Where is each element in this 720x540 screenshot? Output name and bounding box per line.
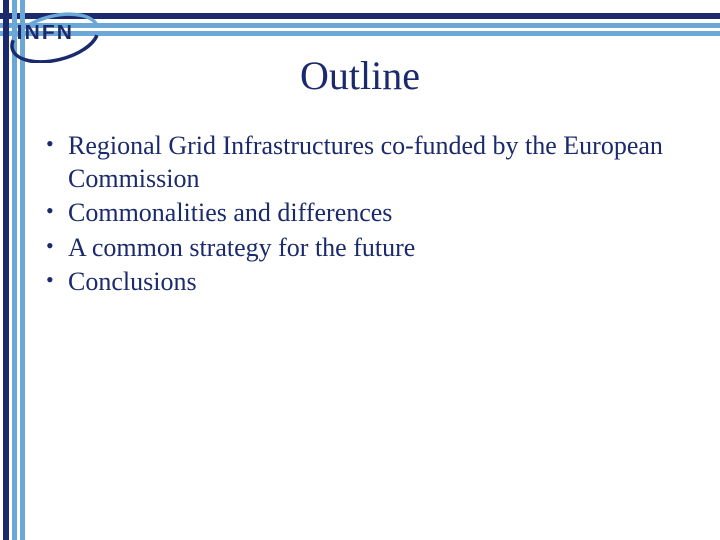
header-bar — [0, 23, 720, 28]
list-item: Conclusions — [40, 266, 690, 299]
list-item: Commonalities and differences — [40, 197, 690, 230]
header-bars — [0, 13, 720, 43]
list-item: A common strategy for the future — [40, 232, 690, 265]
header-bar — [0, 31, 720, 36]
header-bar — [0, 13, 720, 19]
logo-text: INFN — [17, 22, 74, 45]
bullet-list: Regional Grid Infrastructures co-funded … — [40, 130, 690, 301]
page-title: Outline — [0, 52, 720, 99]
list-item: Regional Grid Infrastructures co-funded … — [40, 130, 690, 195]
slide: INFN Outline Regional Grid Infrastructur… — [0, 0, 720, 540]
bullets-ul: Regional Grid Infrastructures co-funded … — [40, 130, 690, 299]
